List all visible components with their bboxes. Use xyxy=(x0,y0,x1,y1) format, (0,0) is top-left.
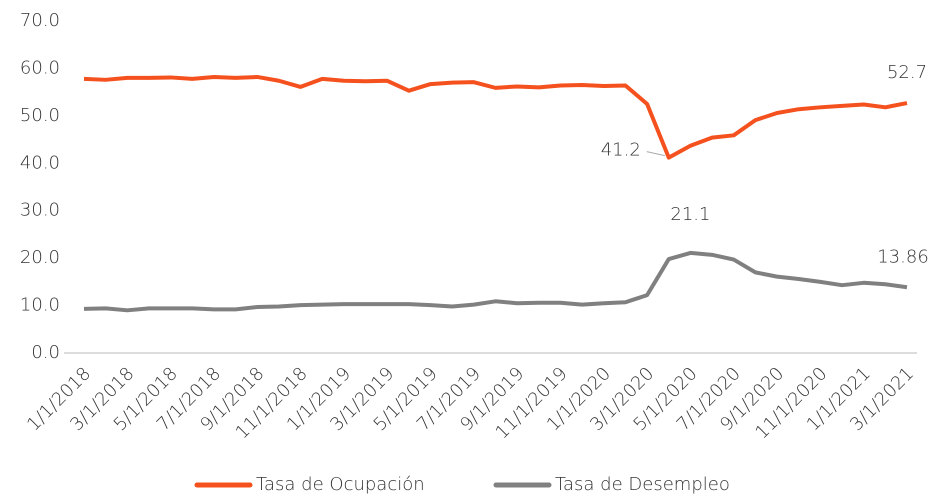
data-label: 21.1 xyxy=(670,204,710,225)
legend-label: Tasa de Ocupación xyxy=(256,474,425,495)
series-line xyxy=(83,74,908,160)
y-tick-label: 30.0 xyxy=(20,200,60,221)
y-tick-label: 0.0 xyxy=(31,342,60,363)
y-tick-label: 40.0 xyxy=(20,152,60,173)
data-label: 13.86 xyxy=(877,246,929,267)
series-line xyxy=(83,250,908,313)
legend-label: Tasa de Desempleo xyxy=(555,474,730,495)
leader-line xyxy=(646,151,665,157)
y-tick-label: 70.0 xyxy=(20,10,60,31)
y-tick-label: 60.0 xyxy=(20,57,60,78)
y-tick-label: 50.0 xyxy=(20,105,60,126)
data-label: 41.2 xyxy=(601,140,641,161)
y-tick-label: 10.0 xyxy=(20,295,60,316)
y-tick-label: 20.0 xyxy=(20,247,60,268)
data-label: 52.7 xyxy=(887,62,927,83)
